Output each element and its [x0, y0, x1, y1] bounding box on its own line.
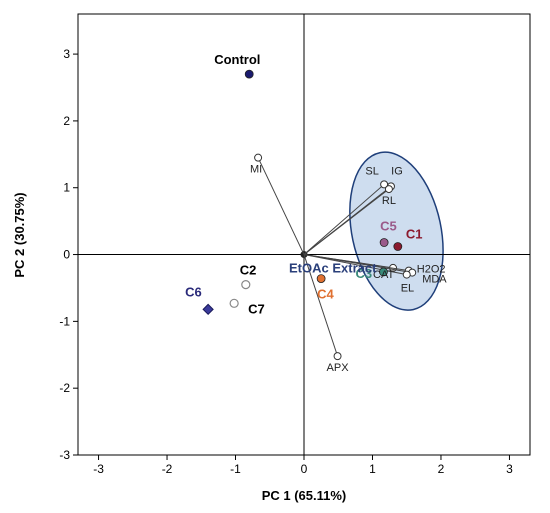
y-tick-label: 2: [63, 114, 70, 128]
y-tick-label: 1: [63, 181, 70, 195]
group-point-c4: [316, 274, 326, 284]
vector-apx: [303, 254, 339, 357]
variable-label-apx: APX: [327, 362, 350, 374]
x-tick-label: -3: [93, 462, 104, 476]
group-label-c7: C7: [248, 301, 265, 316]
variable-point-rl: [384, 185, 393, 194]
group-label-c5: C5: [380, 219, 397, 234]
group-point-c7: [229, 298, 239, 308]
variable-label-sl: SL: [365, 165, 378, 177]
group-label-c1: C1: [406, 227, 423, 242]
y-tick-label: 0: [63, 248, 70, 262]
x-tick-label: -2: [162, 462, 173, 476]
group-point-c1: [393, 242, 403, 251]
group-label-control: Control: [214, 52, 260, 67]
y-tick-label: 3: [63, 47, 70, 61]
x-tick-label: 2: [438, 462, 445, 476]
vector-el: [303, 254, 407, 276]
variable-label-mi: MI: [250, 164, 262, 176]
group-label-c6: C6: [185, 284, 202, 299]
x-tick-label: -1: [230, 462, 241, 476]
variable-point-el: [402, 270, 411, 279]
group-label-c3: C3: [355, 266, 372, 281]
x-tick-label: 3: [506, 462, 513, 476]
origin-label: EtOAc Extract: [289, 261, 377, 276]
variable-point-apx: [333, 352, 342, 361]
vector-rl: [303, 188, 390, 255]
variable-point-mi: [254, 153, 263, 162]
y-tick-label: -1: [59, 314, 70, 328]
x-axis-label: PC 1 (65.11%): [262, 488, 347, 503]
group-point-c3: [379, 267, 388, 277]
group-point-c2: [241, 280, 251, 290]
variable-label-ig: IG: [391, 165, 403, 177]
variable-label-h2o2: H2O2: [417, 264, 446, 276]
variable-label-cat: CAT: [373, 269, 394, 281]
y-tick-label: -3: [59, 448, 70, 462]
x-tick-label: 1: [369, 462, 376, 476]
y-tick-label: -2: [59, 381, 70, 395]
variable-label-mda: MDA: [422, 274, 447, 286]
group-point-c5: [379, 238, 389, 247]
group-label-c2: C2: [240, 263, 257, 278]
y-axis-label: PC 2 (30.75%): [12, 192, 27, 277]
group-label-c4: C4: [317, 287, 334, 302]
x-tick-label: 0: [301, 462, 308, 476]
variable-label-el: EL: [401, 283, 414, 295]
group-point-c6: [202, 303, 214, 316]
cluster-ellipse: [349, 151, 444, 311]
variable-label-rl: RL: [382, 195, 396, 207]
group-point-control: [244, 69, 254, 79]
vector-sl: [303, 184, 385, 255]
vector-mi: [257, 157, 305, 255]
vector-mda: [303, 254, 413, 274]
